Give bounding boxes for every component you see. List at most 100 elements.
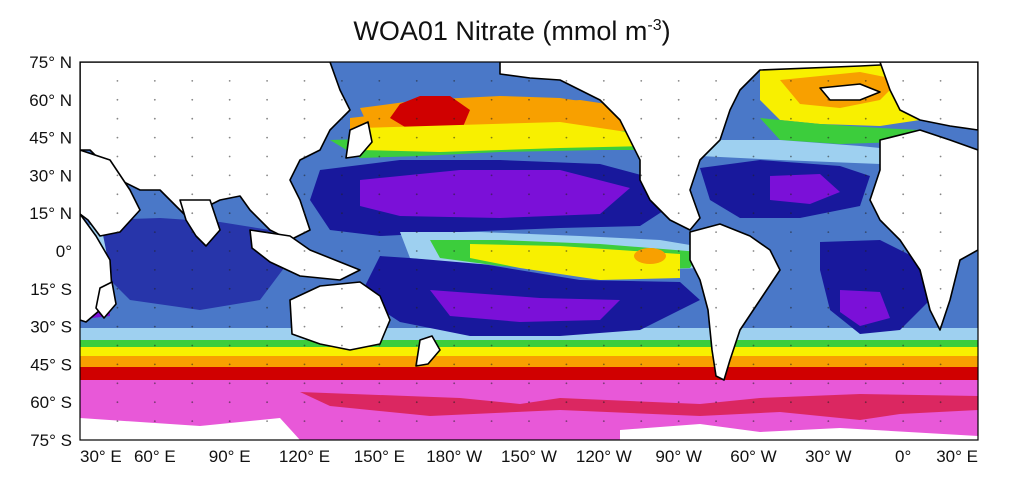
graticule-dot (453, 287, 456, 290)
graticule-dot (864, 325, 867, 328)
graticule-dot (864, 420, 867, 422)
lon-tick-label: 150° E (354, 447, 405, 466)
graticule-dot (790, 420, 792, 422)
graticule-dot (640, 420, 643, 422)
graticule-dot (528, 174, 530, 177)
graticule-dot (827, 287, 830, 290)
graticule-dot (191, 269, 194, 271)
graticule-dot (790, 269, 792, 271)
graticule-dot (528, 155, 530, 158)
south-pacific-gyre-blue (360, 256, 700, 336)
graticule-dot (341, 420, 343, 422)
graticule-dot (453, 136, 456, 139)
graticule-dot (228, 250, 231, 252)
graticule-dot (602, 250, 605, 252)
graticule-dot (341, 401, 343, 404)
graticule-dot (228, 80, 231, 82)
graticule-dot (939, 420, 942, 422)
graticule-dot (528, 325, 530, 328)
graticule-dot (640, 174, 643, 177)
graticule-dot (153, 155, 156, 158)
graticule-dot (939, 174, 942, 177)
graticule-dot (490, 136, 493, 139)
maritime-asia (249, 229, 361, 281)
graticule-dot (378, 420, 381, 422)
lon-tick-label: 120° E (279, 447, 330, 466)
graticule-dot (490, 250, 493, 252)
map-frame (79, 61, 979, 441)
graticule-dot (341, 117, 343, 120)
graticule-dot (378, 287, 381, 290)
graticule-dot (415, 136, 418, 139)
graticule-dot (266, 193, 268, 196)
graticule-dot (640, 80, 643, 82)
graticule-dot (528, 250, 530, 252)
graticule-dot (715, 117, 717, 120)
graticule-dot (565, 98, 568, 101)
australia (289, 281, 391, 351)
graticule-dot (378, 174, 381, 177)
graticule-dot (116, 325, 119, 328)
graticule-dot (378, 269, 381, 271)
graticule-dot (191, 136, 194, 139)
graticule-dot (864, 155, 867, 158)
graticule-dot (752, 231, 755, 234)
graticule-dot (415, 174, 418, 177)
antarctic-edge-right (620, 424, 978, 440)
graticule-dot (827, 212, 830, 215)
graticule-dot (453, 250, 456, 252)
graticule-dot (116, 401, 119, 404)
graticule-dot (490, 231, 493, 234)
graticule-dot (378, 193, 381, 196)
lat-tick-label: 30° S (30, 318, 72, 337)
graticule-dot (790, 250, 792, 252)
graticule-dot (490, 193, 493, 196)
graticule-dot (715, 212, 717, 215)
graticule-dot (790, 344, 792, 347)
lon-tick-label: 30° E (80, 447, 122, 466)
graticule-dot (528, 287, 530, 290)
graticule-dot (565, 136, 568, 139)
graticule-dot (565, 363, 568, 366)
graticule-dot (939, 382, 942, 385)
latitude-ticks: 75° N 60° N 45° N 30° N 15° N 0° 15° S 30° S 45°… (29, 53, 72, 450)
graticule-dot (677, 98, 680, 101)
graticule-dot (490, 420, 493, 422)
graticule-dot (602, 117, 605, 120)
graticule-dot (939, 401, 942, 404)
graticule-dot (939, 193, 942, 196)
graticule-dot (939, 344, 942, 347)
graticule-dot (528, 420, 530, 422)
graticule-dot (864, 193, 867, 196)
graticule-dot (902, 382, 905, 385)
graticule-dot (864, 306, 867, 309)
north-atlantic-green (760, 118, 920, 144)
graticule-dot (790, 401, 792, 404)
title-close: ) (661, 16, 671, 46)
madagascar (95, 281, 117, 319)
graticule-dot (939, 250, 942, 252)
graticule-dot (602, 155, 605, 158)
graticule-dot (790, 80, 792, 82)
graticule-dot (303, 363, 306, 366)
lon-tick-label: 180° W (426, 447, 482, 466)
graticule-dot (116, 155, 119, 158)
graticule-dot (191, 363, 194, 366)
graticule-dot (602, 193, 605, 196)
graticule-dot (677, 250, 680, 252)
graticule-dot (565, 287, 568, 290)
graticule-dot (902, 117, 905, 120)
graticule-dot (116, 136, 119, 139)
antarctic-edge-left (80, 418, 300, 440)
graticule-dot (415, 382, 418, 385)
graticule-dot (266, 363, 268, 366)
graticule-dot (490, 155, 493, 158)
graticule-dot (715, 363, 717, 366)
graticule-dot (939, 136, 942, 139)
graticule-dot (453, 401, 456, 404)
graticule-dot (116, 287, 119, 290)
graticule-dot (303, 306, 306, 309)
graticule-dot (677, 269, 680, 271)
graticule-dot (677, 193, 680, 196)
graticule-dot (303, 344, 306, 347)
